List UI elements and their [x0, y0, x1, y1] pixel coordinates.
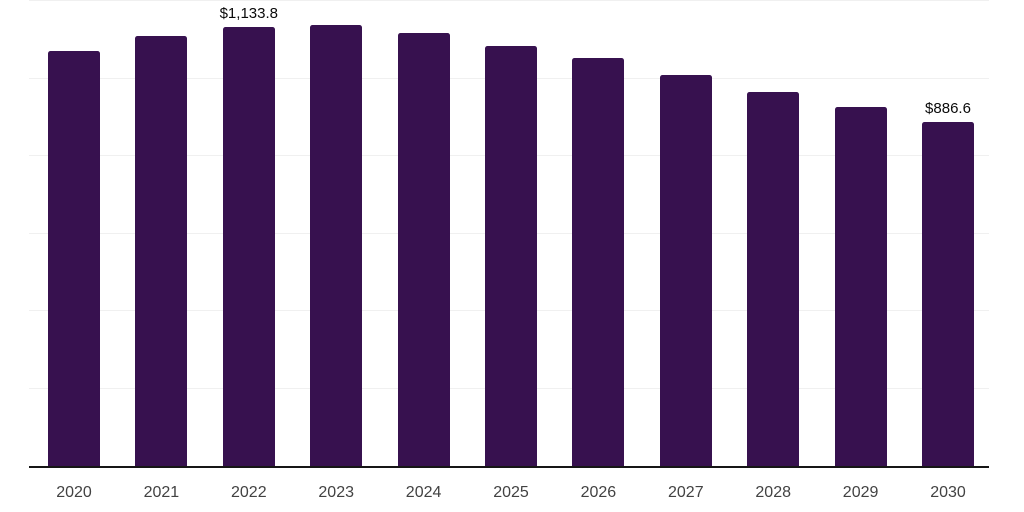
x-tick-label-2025: 2025	[493, 484, 529, 501]
x-tick-label-2028: 2028	[755, 484, 791, 501]
x-tick-label-2029: 2029	[842, 484, 879, 501]
bar-2022[interactable]	[222, 26, 275, 466]
bar-2029[interactable]	[834, 107, 887, 466]
x-tick-label-2026: 2026	[580, 484, 617, 501]
x-tick-label-2023: 2023	[318, 484, 354, 501]
bar-2025[interactable]	[485, 46, 537, 466]
bar-2028[interactable]	[747, 91, 800, 466]
plot-area: $1,133.8 $886.6	[29, 0, 989, 468]
bar-2020[interactable]	[48, 51, 100, 466]
bar-2023[interactable]	[310, 25, 363, 466]
x-tick-label-2027: 2027	[668, 484, 704, 501]
bar-2030[interactable]	[922, 122, 974, 466]
x-tick-label-2022: 2022	[231, 484, 267, 501]
data-label-2022: $1,133.8	[219, 4, 278, 22]
x-tick-label-2020: 2020	[56, 484, 92, 501]
bar-2021[interactable]	[135, 36, 188, 466]
x-tick-label-2030: 2030	[930, 484, 966, 501]
bar-2024[interactable]	[397, 33, 450, 466]
bar-2027[interactable]	[659, 74, 712, 466]
x-tick-label-2024: 2024	[405, 484, 442, 501]
x-axis-line	[29, 466, 989, 468]
gridline-1200	[29, 0, 989, 1]
data-label-2030: $886.6	[925, 100, 971, 118]
x-tick-label-2021: 2021	[143, 484, 180, 501]
bar-2026[interactable]	[572, 57, 625, 466]
